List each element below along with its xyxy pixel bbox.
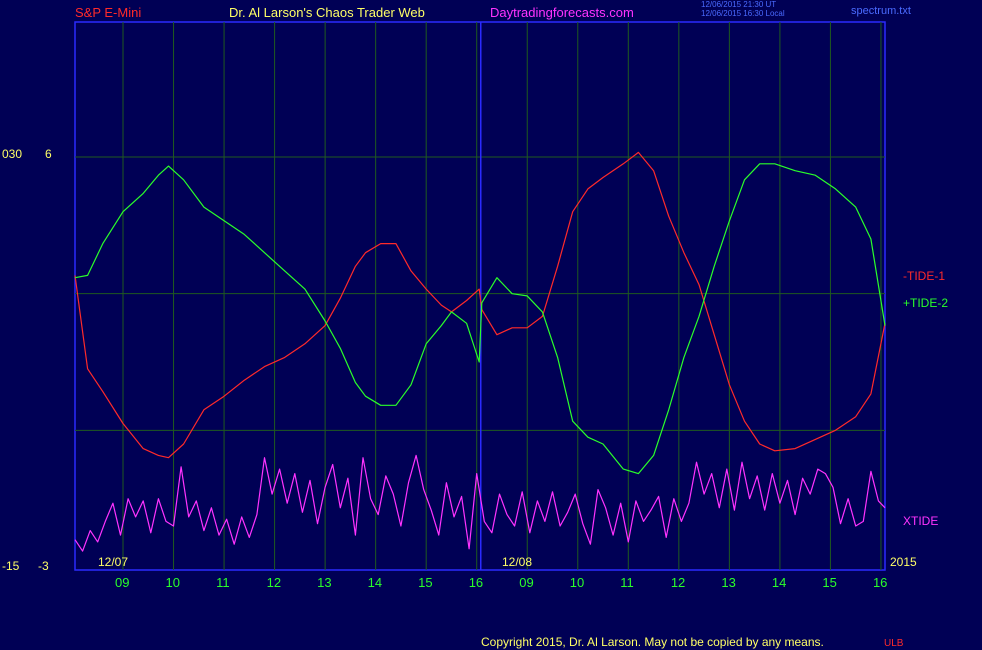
timestamp-ut: 12/06/2015 21:30 UT — [701, 0, 777, 9]
legend-tide-1: -TIDE-1 — [903, 269, 945, 283]
timestamp-local: 12/06/2015 16:30 Local — [701, 9, 785, 18]
left-outer-bottom-label: -15 — [2, 559, 20, 573]
x-tick-label-2: 11 — [216, 575, 230, 590]
file-label: spectrum.txt — [851, 5, 911, 17]
plot-border — [74, 21, 886, 571]
left-outer-top-label: 030 — [2, 147, 23, 161]
date-label-2: 12/08 — [502, 555, 533, 569]
x-tick-label-1: 10 — [165, 575, 180, 590]
series-line-tide-2 — [74, 163, 886, 475]
x-tick-label-12: 13 — [721, 575, 736, 590]
series-line-xtide — [74, 454, 886, 552]
copyright-text: Copyright 2015, Dr. Al Larson. May not b… — [481, 635, 824, 649]
x-tick-label-15: 16 — [872, 575, 888, 590]
x-tick-label-4: 13 — [317, 575, 332, 590]
x-tick-label-3: 12 — [266, 575, 282, 590]
left-bottom-label: -3 — [38, 559, 49, 573]
x-tick-label-7: 16 — [468, 575, 484, 590]
vertical-gridlines — [122, 22, 882, 570]
date-label-1: 12/07 — [98, 555, 129, 569]
series-lines — [74, 151, 886, 552]
x-tick-label-9: 10 — [569, 575, 585, 590]
series-line-tide-1 — [74, 151, 886, 459]
left-top-label: 6 — [45, 147, 52, 161]
legend-xtide: XTIDE — [903, 514, 939, 528]
x-tick-label-11: 12 — [670, 575, 686, 590]
x-tick-label-14: 15 — [822, 575, 837, 590]
ulb-badge: ULB — [884, 638, 904, 649]
symbol-label: S&P E-Mini — [75, 5, 142, 20]
x-tick-label-6: 15 — [418, 575, 433, 590]
legend-tide-2: +TIDE-2 — [903, 296, 949, 310]
website-link[interactable]: Daytradingforecasts.com — [490, 5, 634, 20]
x-tick-label-13: 14 — [771, 575, 787, 590]
site-title: Dr. Al Larson's Chaos Trader Web — [229, 5, 425, 20]
x-tick-label-10: 11 — [620, 575, 634, 590]
x-tick-label-5: 14 — [367, 575, 383, 590]
x-tick-label-0: 09 — [115, 575, 130, 590]
x-tick-label-8: 09 — [519, 575, 534, 590]
year-label: 2015 — [890, 555, 917, 569]
